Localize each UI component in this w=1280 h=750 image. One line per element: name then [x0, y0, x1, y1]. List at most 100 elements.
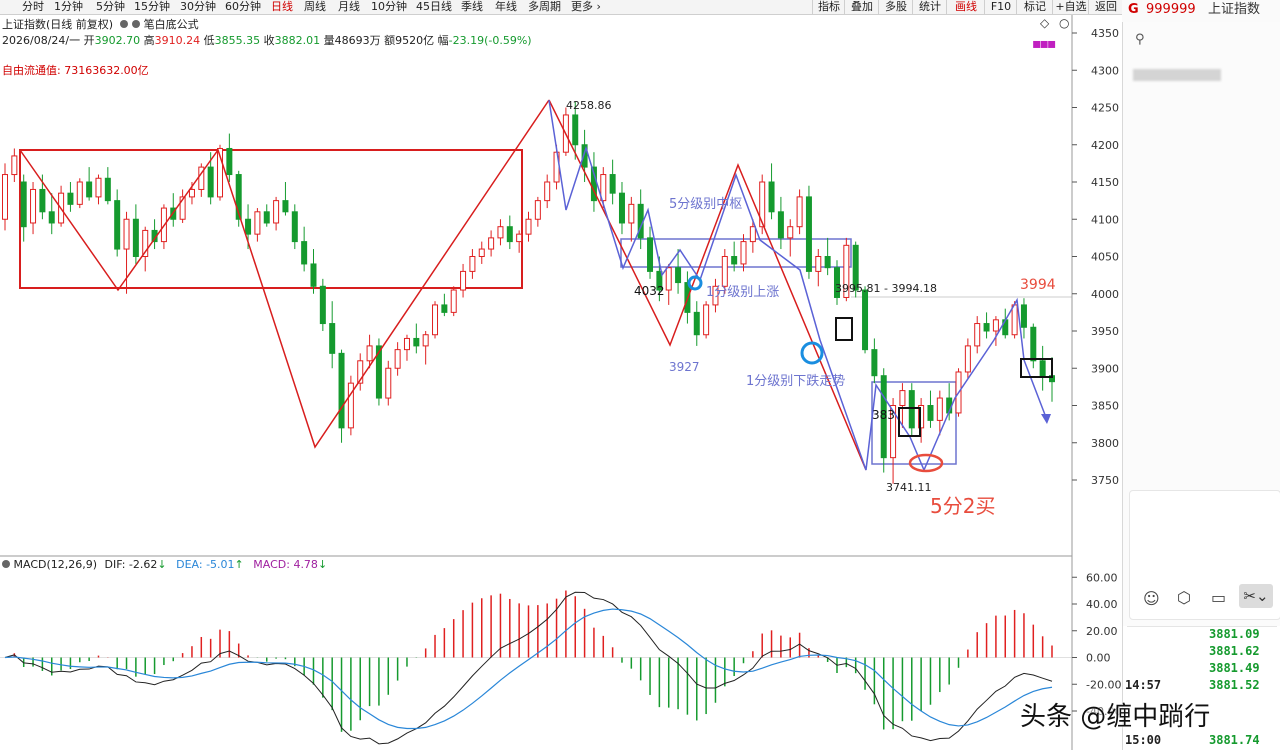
candle-body [768, 181, 775, 213]
consolidation-box-red [19, 149, 523, 289]
blue-stroke-path [548, 99, 1048, 472]
candle-body [441, 304, 448, 313]
draw-line-button[interactable]: 画线 [946, 0, 985, 14]
candle-body [628, 203, 635, 224]
candle-body [534, 200, 541, 220]
formula-dot-icon[interactable] [132, 20, 141, 28]
low-value: 3855.35 [214, 34, 261, 47]
period-tab-60min[interactable]: 60分钟 [225, 0, 261, 13]
macd-legend: MACD(12,26,9) DIF: -2.62↓ DEA: -5.01↑ MA… [2, 558, 327, 571]
candle-body [815, 256, 822, 272]
price-tick-label: 3800 [1091, 437, 1119, 450]
candle-body [273, 200, 280, 224]
change-value: -23.19(-0.59%) [448, 34, 532, 47]
macd-arrow-icon: ↓ [317, 558, 328, 571]
candle-body [403, 337, 410, 351]
more-dots-icon[interactable]: ▪▪▪ [1032, 36, 1057, 52]
candle-body [805, 196, 812, 272]
period-tab-quarterly[interactable]: 季线 [461, 0, 483, 13]
period-tab-30min[interactable]: 30分钟 [180, 0, 216, 13]
stock-name: 上证指数 [1208, 2, 1261, 17]
quote-price: 3881.49 [1209, 661, 1260, 675]
marker-box-black [835, 317, 853, 341]
scissors-icon[interactable]: ✂⌄ [1239, 584, 1273, 608]
dropdown-dot-icon[interactable] [119, 20, 128, 28]
period-tab-daily[interactable]: 日线 [271, 0, 293, 13]
period-tab-10min[interactable]: 10分钟 [371, 0, 407, 13]
period-tab-15min[interactable]: 15分钟 [134, 0, 170, 13]
price-tick-label: 3750 [1091, 474, 1119, 487]
indicator-button[interactable]: 指标 [812, 0, 845, 14]
candle-body [282, 200, 289, 213]
period-tab-45day[interactable]: 45日线 [416, 0, 452, 13]
period-tab-more[interactable]: 更多 › [571, 0, 601, 13]
close-value: 3882.01 [274, 34, 321, 47]
quote-price: 3881.52 [1209, 678, 1260, 692]
candle-body [226, 147, 233, 176]
candle-body [516, 233, 523, 243]
macd-dot-icon[interactable] [2, 560, 10, 568]
marker-circle-blue [687, 275, 703, 291]
emoji-icon[interactable]: ☺ [1143, 589, 1160, 608]
period-tab-monthly[interactable]: 月线 [338, 0, 360, 13]
add-watchlist-button[interactable]: +自选 [1052, 0, 1089, 14]
up-trend-label: 1分级别上涨 [706, 285, 780, 300]
candle-body [188, 188, 195, 198]
candle-body [749, 226, 756, 243]
period-tab-1min[interactable]: 1分钟 [54, 0, 83, 13]
chart-title-row: 上证指数(日线 前复权) 笔白底公式 [2, 16, 199, 32]
candle-body [375, 345, 382, 399]
candle-body [581, 144, 588, 168]
candle-body [964, 345, 971, 373]
candle-body [506, 226, 513, 243]
price-tick-label: 4150 [1091, 176, 1119, 189]
candle-body [347, 382, 354, 429]
statistics-button[interactable]: 统计 [912, 0, 947, 14]
circle-icon[interactable]: ○ [1059, 16, 1070, 30]
candle-body [179, 196, 186, 220]
float-cap: 自由流通值: 73163632.00亿 [2, 64, 149, 77]
quote-time: 15:00 [1125, 733, 1162, 747]
low-label: 低 [203, 34, 215, 47]
candle-body [927, 405, 934, 421]
period-tab-multi[interactable]: 多周期 [528, 0, 561, 13]
candle-body [394, 349, 401, 369]
period-tab-fenshi[interactable]: 分时 [22, 0, 44, 13]
price-tick-label: 3850 [1091, 400, 1119, 413]
buy-point-ellipse [908, 453, 944, 473]
overlay-button[interactable]: 叠加 [844, 0, 879, 14]
period-tab-yearly[interactable]: 年线 [495, 0, 517, 13]
pin-icon[interactable]: ⚲ [1135, 32, 1145, 47]
candle-body [132, 218, 139, 257]
candle-body [647, 237, 654, 272]
candle-body [796, 196, 803, 228]
price-tick-label: 4300 [1091, 64, 1119, 77]
price-tick-label: 4250 [1091, 102, 1119, 115]
diamond-icon[interactable]: ◇ [1040, 16, 1050, 30]
buy-signal-label: 5分2买 [930, 494, 996, 518]
candle-body [478, 248, 485, 258]
candle-body [291, 211, 298, 243]
left-low-label: 4032 [634, 284, 665, 298]
mark-button[interactable]: 标记 [1016, 0, 1053, 14]
period-tab-5min[interactable]: 5分钟 [96, 0, 125, 13]
dea-arrow-icon: ↑ [234, 558, 244, 571]
high-annotation: 4258.86 [566, 99, 612, 112]
period-toolbar: 分时 1分钟 5分钟 15分钟 30分钟 60分钟 日线 周线 月线 10分钟 … [0, 0, 1122, 15]
candle-body [329, 323, 336, 354]
kline-chart[interactable]: 4350 4300 4250 4200 4150 4100 4050 4000 3950 3900… [0, 0, 1122, 750]
cube-icon[interactable]: ⬡ [1177, 588, 1191, 607]
back-button[interactable]: 返回 [1088, 0, 1123, 14]
candle-body [30, 188, 37, 224]
chart-title: 上证指数(日线 前复权) [2, 18, 114, 31]
candle-body [600, 174, 607, 202]
multi-stock-button[interactable]: 多股 [878, 0, 913, 14]
pivot-box-5min [620, 238, 852, 268]
price-tick-label: 4000 [1091, 288, 1119, 301]
period-tab-weekly[interactable]: 周线 [304, 0, 326, 13]
folder-icon[interactable]: ▭ [1211, 588, 1227, 607]
f10-button[interactable]: F10 [984, 0, 1017, 14]
low-3741-label: 3741.11 [886, 481, 932, 494]
candle-body [899, 390, 906, 407]
candle-body [413, 337, 420, 347]
